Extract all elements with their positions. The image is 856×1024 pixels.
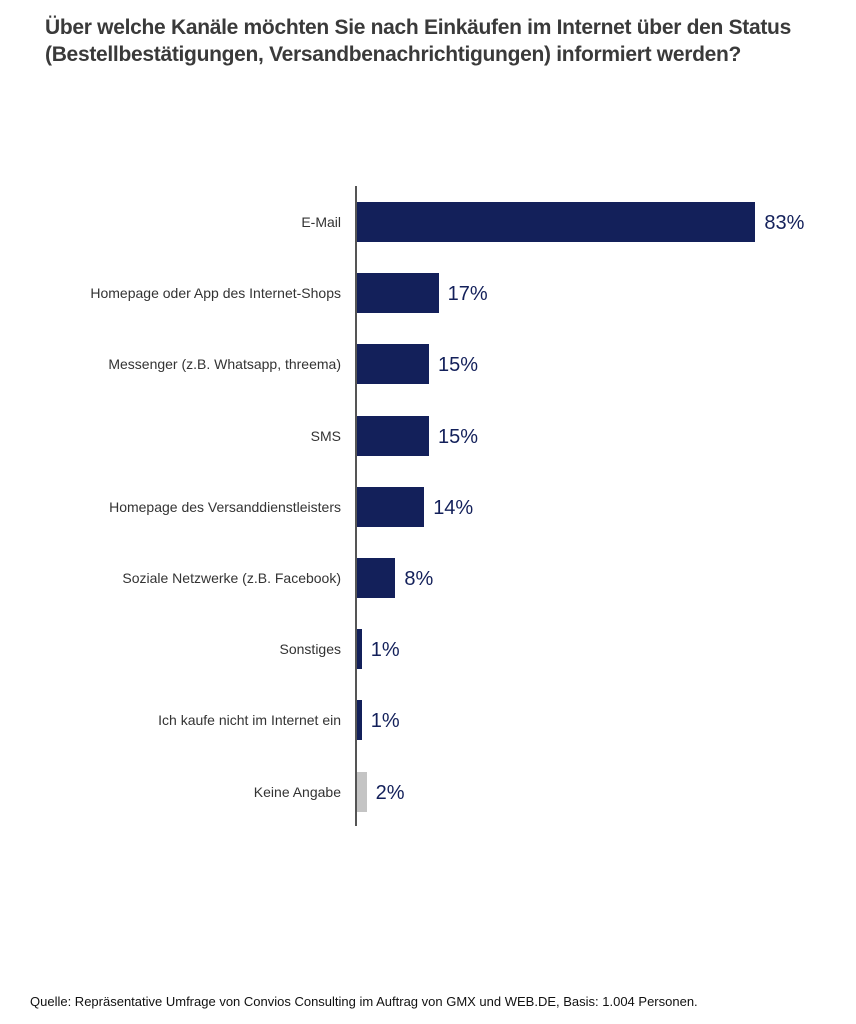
category-label: SMS	[310, 428, 341, 444]
value-label: 1%	[370, 710, 400, 732]
category-label: Messenger (z.B. Whatsapp, threema)	[108, 356, 341, 372]
bar-row: Homepage oder App des Internet-Shops 17%	[0, 273, 856, 313]
bar	[357, 700, 362, 740]
category-label: E-Mail	[301, 214, 341, 230]
bar-row: Ich kaufe nicht im Internet ein 1%	[0, 700, 856, 740]
bar-row: Keine Angabe 2%	[0, 772, 856, 812]
bar	[357, 772, 367, 812]
value-label: 17%	[447, 283, 488, 305]
bar	[357, 202, 756, 242]
value-label: 15%	[438, 426, 479, 448]
category-label: Soziale Netzwerke (z.B. Facebook)	[122, 570, 341, 586]
source-note: Quelle: Repräsentative Umfrage von Convi…	[30, 994, 698, 1009]
y-axis-line	[355, 186, 357, 826]
category-label: Sonstiges	[279, 641, 341, 657]
value-label: 2%	[375, 782, 405, 804]
bar-row: Soziale Netzwerke (z.B. Facebook) 8%	[0, 558, 856, 598]
value-label: 8%	[404, 568, 434, 590]
bar-row: Sonstiges 1%	[0, 629, 856, 669]
bar	[357, 273, 439, 313]
value-label: 83%	[764, 212, 805, 234]
category-label: Ich kaufe nicht im Internet ein	[158, 712, 341, 728]
bar-row: Homepage des Versanddienstleisters 14%	[0, 487, 856, 527]
bar	[357, 558, 396, 598]
bar	[357, 629, 362, 669]
value-label: 15%	[438, 354, 479, 376]
value-label: 14%	[433, 497, 474, 519]
category-label: Keine Angabe	[253, 784, 341, 800]
bar	[357, 487, 425, 527]
category-label: Homepage oder App des Internet-Shops	[90, 285, 341, 301]
value-label: 1%	[370, 639, 400, 661]
chart-title: Über welche Kanäle möchten Sie nach Eink…	[45, 16, 791, 66]
bar	[357, 416, 429, 456]
bar-row: SMS 15%	[0, 416, 856, 456]
category-label: Homepage des Versanddienstleisters	[109, 499, 341, 515]
bar-row: E-Mail 83%	[0, 202, 856, 242]
bar	[357, 344, 429, 384]
bar-row: Messenger (z.B. Whatsapp, threema) 15%	[0, 344, 856, 384]
